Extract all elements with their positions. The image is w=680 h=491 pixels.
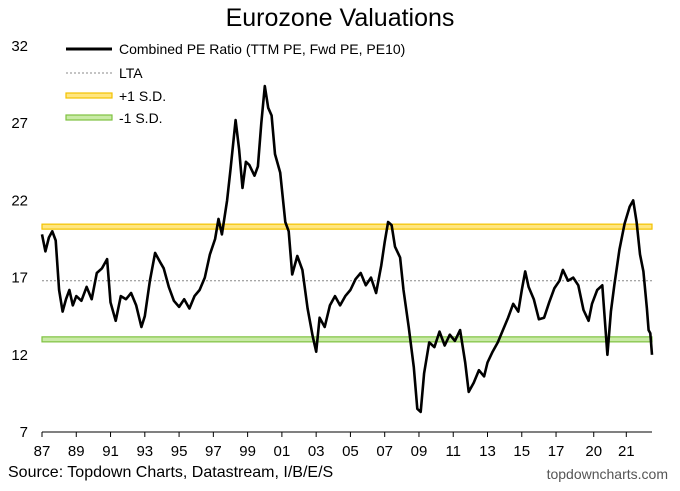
x-tick-label: 89 <box>68 443 85 460</box>
y-tick-label: 27 <box>11 115 28 132</box>
y-tick-label: 32 <box>11 38 28 55</box>
x-tick-label: 97 <box>205 443 222 460</box>
legend-label-pe: Combined PE Ratio (TTM PE, Fwd PE, PE10) <box>119 41 405 57</box>
x-tick-label: 13 <box>479 443 496 460</box>
x-tick-label: 15 <box>513 443 530 460</box>
chart-title: Eurozone Valuations <box>225 4 455 32</box>
legend-label-minus-sd: -1 S.D. <box>119 110 163 126</box>
x-tick-label: 17 <box>548 443 565 460</box>
y-tick-label: 22 <box>11 192 28 209</box>
pe-ratio-line <box>40 84 654 414</box>
legend-label-lta: LTA <box>119 65 143 81</box>
x-tick-label: 07 <box>376 443 393 460</box>
minus-1sd-band <box>41 336 653 343</box>
source-note: Source: Topdown Charts, Datastream, I/B/… <box>8 464 334 481</box>
x-tick-label: 09 <box>411 443 428 460</box>
x-tick-label: 05 <box>342 443 359 460</box>
x-tick-label: 91 <box>102 443 119 460</box>
x-tick-label: 99 <box>239 443 256 460</box>
x-tick-label: 20 <box>585 443 602 460</box>
plus-1sd-band <box>41 223 653 230</box>
legend-swatch-plus-sd <box>65 92 113 99</box>
x-tick-label: 03 <box>308 443 325 460</box>
x-tick-label: 01 <box>274 443 291 460</box>
x-tick-label: 95 <box>171 443 188 460</box>
legend-swatch-minus-sd <box>65 114 113 121</box>
y-tick-label: 17 <box>11 270 28 287</box>
x-tick-label: 11 <box>445 443 461 460</box>
x-tick-label: 87 <box>34 443 51 460</box>
y-tick-label: 7 <box>20 424 28 441</box>
brand-watermark: topdowncharts.com <box>546 466 668 482</box>
y-tick-label: 12 <box>11 347 28 364</box>
legend-label-plus-sd: +1 S.D. <box>119 88 166 104</box>
x-tick-label: 93 <box>136 443 153 460</box>
x-tick-label: 21 <box>618 443 635 460</box>
